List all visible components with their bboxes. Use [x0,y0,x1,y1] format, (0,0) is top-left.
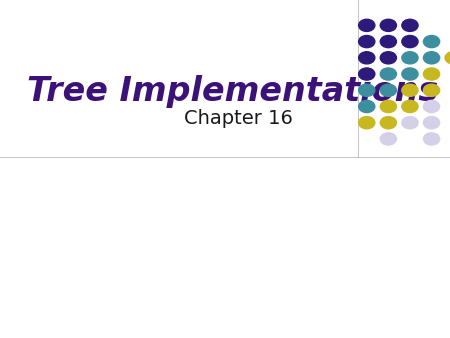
Circle shape [359,19,375,31]
Circle shape [402,100,418,113]
Circle shape [359,117,375,129]
Circle shape [423,100,440,113]
Circle shape [402,68,418,80]
Circle shape [359,68,375,80]
Circle shape [359,52,375,64]
Circle shape [380,133,396,145]
Circle shape [402,52,418,64]
Circle shape [423,35,440,48]
Circle shape [423,68,440,80]
Circle shape [402,84,418,96]
Circle shape [380,35,396,48]
Circle shape [359,84,375,96]
Circle shape [423,133,440,145]
Circle shape [402,19,418,31]
Circle shape [423,117,440,129]
Circle shape [380,117,396,129]
Text: Chapter 16: Chapter 16 [184,109,293,128]
Circle shape [402,35,418,48]
Circle shape [380,19,396,31]
Circle shape [423,84,440,96]
Circle shape [445,52,450,64]
Circle shape [359,100,375,113]
Text: Tree Implementations: Tree Implementations [27,75,438,108]
Circle shape [380,100,396,113]
Circle shape [423,52,440,64]
Circle shape [402,117,418,129]
Circle shape [380,68,396,80]
Circle shape [359,35,375,48]
Circle shape [380,84,396,96]
Circle shape [380,52,396,64]
